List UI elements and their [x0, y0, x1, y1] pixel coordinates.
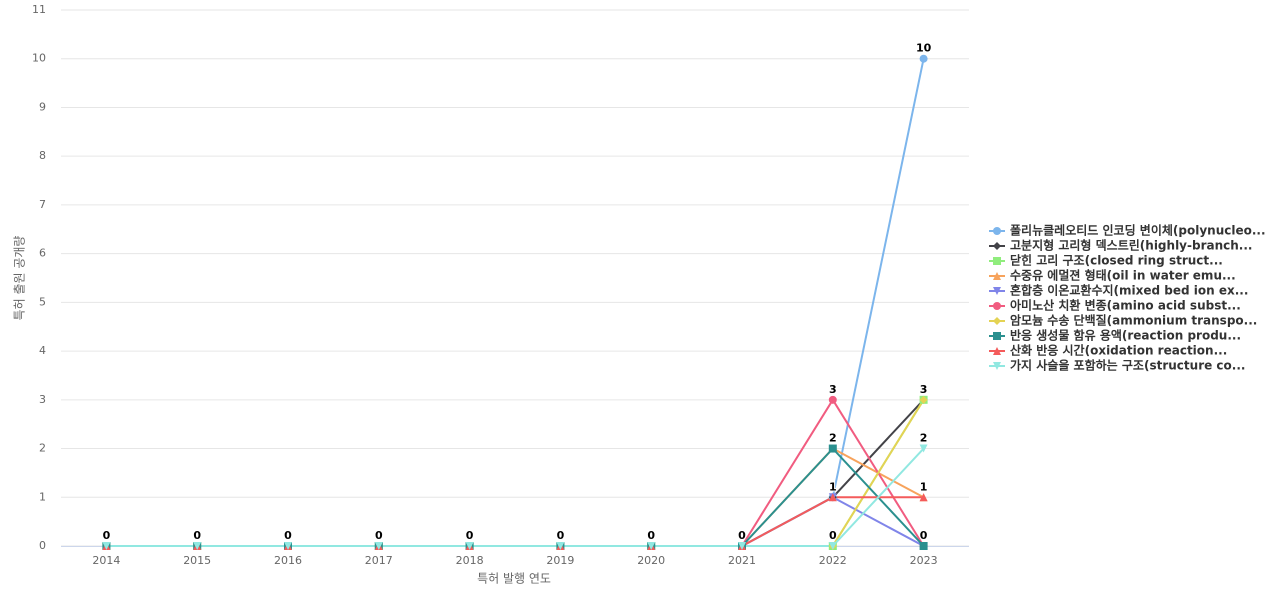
y-tick-label: 9 — [39, 100, 46, 113]
marker — [828, 444, 837, 453]
y-tick-label: 2 — [39, 442, 46, 455]
marker — [919, 493, 928, 502]
data-label: 2 — [829, 432, 837, 445]
legend: 폴리뉴클레오티드 인코딩 변이체(polynucleo...고분지형 고리형 덱… — [989, 223, 1266, 373]
legend-label: 가지 사슬을 포함하는 구조(structure co... — [1010, 358, 1245, 373]
data-label: 2 — [920, 432, 928, 445]
x-tick-label: 2021 — [728, 554, 756, 567]
y-axis-title: 특허 출원 공개량 — [13, 236, 27, 321]
marker — [993, 302, 1001, 310]
y-tick-label: 6 — [39, 247, 46, 260]
marker — [919, 54, 928, 63]
marker — [193, 542, 202, 550]
data-label: 0 — [193, 529, 201, 542]
x-tick-label: 2018 — [456, 554, 484, 567]
x-tick-label: 2019 — [546, 554, 574, 567]
data-label: 0 — [375, 529, 383, 542]
legend-label: 수중유 에멀젼 형태(oil in water emu... — [1010, 268, 1236, 283]
data-label: 0 — [557, 529, 565, 542]
marker — [993, 227, 1001, 235]
x-tick-label: 2020 — [637, 554, 665, 567]
legend-label: 아미노산 치환 변종(amino acid subst... — [1010, 298, 1241, 313]
series-line — [106, 399, 925, 547]
x-tick-label: 2015 — [183, 554, 211, 567]
y-tick-label: 7 — [39, 198, 46, 211]
marker — [993, 287, 1001, 295]
x-tick-label: 2017 — [365, 554, 393, 567]
data-label: 0 — [466, 529, 474, 542]
marker — [647, 542, 656, 550]
x-tick-label: 2023 — [910, 554, 938, 567]
x-axis-title: 특허 발행 연도 — [477, 571, 551, 586]
marker — [828, 542, 837, 550]
y-tick-label: 4 — [39, 344, 46, 357]
data-label: 0 — [829, 529, 837, 542]
legend-label: 암모늄 수송 단백질(ammonium transpo... — [1010, 313, 1257, 328]
marker — [993, 242, 1001, 250]
data-label: 0 — [647, 529, 655, 542]
marker — [919, 444, 928, 453]
data-label: 0 — [920, 529, 928, 542]
marker — [993, 362, 1001, 370]
legend-label: 산화 반응 시간(oxidation reaction... — [1010, 343, 1227, 358]
marker — [993, 272, 1001, 280]
series-line — [106, 399, 925, 547]
marker — [828, 395, 837, 404]
x-tick-label: 2016 — [274, 554, 302, 567]
legend-label: 닫힌 고리 구조(closed ring struct... — [1010, 253, 1223, 268]
y-tick-label: 1 — [39, 490, 46, 503]
data-label: 0 — [738, 529, 746, 542]
data-label: 1 — [829, 480, 837, 493]
marker — [465, 542, 474, 550]
marker — [993, 332, 1001, 340]
legend-label: 폴리뉴클레오티드 인코딩 변이체(polynucleo... — [1010, 223, 1266, 238]
series-line — [106, 397, 925, 547]
data-label: 3 — [829, 383, 837, 396]
y-tick-label: 11 — [32, 3, 46, 16]
marker — [993, 317, 1001, 325]
marker — [993, 347, 1001, 355]
data-label: 3 — [920, 383, 928, 396]
x-tick-label: 2022 — [819, 554, 847, 567]
series-line — [106, 496, 924, 547]
legend-label: 반응 생성물 함유 용액(reaction produ... — [1010, 328, 1241, 343]
marker — [284, 542, 292, 550]
series-line — [106, 496, 925, 547]
marker — [556, 542, 565, 550]
series-line — [106, 399, 925, 547]
series-line — [106, 447, 925, 547]
y-tick-label: 5 — [39, 295, 46, 308]
legend-label: 혼합층 이온교환수지(mixed bed ion ex... — [1010, 283, 1248, 298]
y-tick-label: 10 — [32, 52, 46, 65]
marker — [738, 542, 746, 550]
marker — [993, 257, 1001, 265]
legend-label: 고분지형 고리형 덱스트린(highly-branch... — [1010, 238, 1252, 253]
y-tick-label: 0 — [39, 539, 46, 552]
marker — [919, 542, 928, 550]
data-label: 10 — [916, 42, 932, 55]
marker — [102, 542, 111, 550]
data-label: 0 — [103, 529, 111, 542]
x-tick-label: 2014 — [92, 554, 120, 567]
y-tick-label: 3 — [39, 393, 46, 406]
marker — [374, 542, 383, 550]
y-tick-label: 8 — [39, 149, 46, 162]
marker — [919, 395, 928, 404]
data-label: 1 — [920, 480, 928, 493]
data-label: 0 — [284, 529, 292, 542]
marker — [828, 493, 837, 502]
